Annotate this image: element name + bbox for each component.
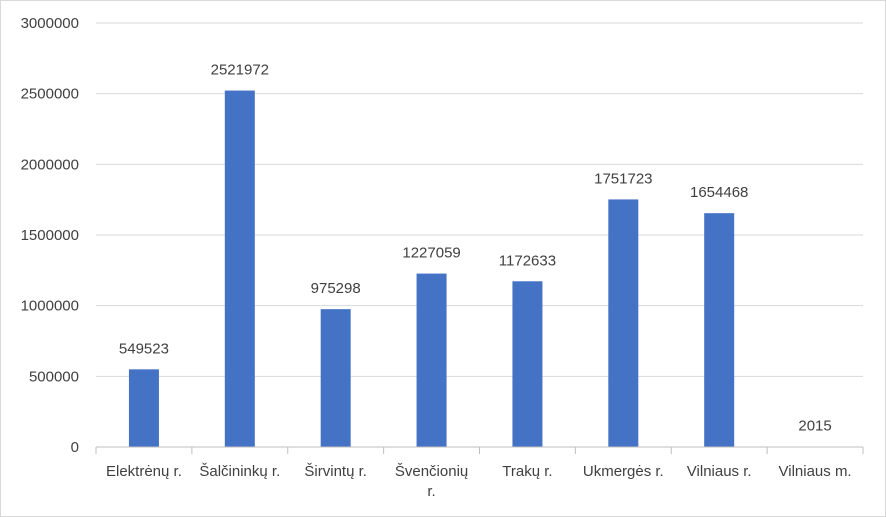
data-labels: 549523 2521972 975298 1227059 1172633 1751723… [119, 62, 832, 435]
y-tick-label: 1500000 [21, 227, 79, 244]
data-label: 549523 [119, 340, 169, 357]
bar [224, 90, 255, 448]
bar [320, 309, 351, 447]
data-label: 1227059 [402, 245, 460, 262]
y-tick-label: 500000 [29, 368, 79, 385]
y-tick-label: 3000000 [21, 15, 79, 32]
x-tick-label: Šalčininkų r. [199, 463, 280, 480]
gridlines [96, 22, 863, 377]
y-tick-label: 2000000 [21, 156, 79, 173]
x-tick-label: Trakų r. [502, 463, 552, 480]
data-label: 1172633 [499, 252, 556, 269]
x-tick-label: Širvintų r. [304, 463, 367, 480]
y-tick-label: 1000000 [21, 298, 79, 315]
x-tick-label: Vilniaus m. [779, 463, 852, 480]
y-axis: 0 500000 1000000 1500000 2000000 2500000 30000… [21, 15, 79, 456]
x-tick-label: Švenčionių r. [395, 463, 468, 500]
x-tick-label: Ukmergės r. [583, 463, 664, 480]
bar [128, 369, 159, 447]
data-label: 2015 [798, 418, 831, 435]
bar [416, 273, 447, 447]
x-tick-label: Vilniaus r. [687, 463, 752, 480]
bars [128, 90, 831, 448]
y-tick-label: 2500000 [21, 86, 79, 103]
x-axis: Elektrėnų r. Šalčininkų r. Širvintų r. Šven… [95, 446, 864, 500]
data-label: 975298 [311, 280, 361, 297]
data-label: 1751723 [594, 170, 652, 187]
x-tick-label: Elektrėnų r. [106, 463, 182, 480]
data-label: 2521972 [211, 62, 269, 79]
y-tick-label: 0 [71, 439, 79, 456]
data-label: 1654468 [690, 184, 748, 201]
bar [704, 213, 735, 447]
bar [512, 281, 543, 447]
bar [608, 199, 639, 447]
